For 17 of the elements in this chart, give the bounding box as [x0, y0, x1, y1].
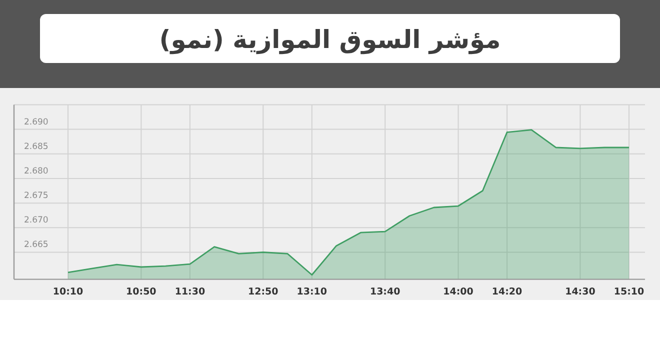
x-tick-label: 11:30 [174, 286, 206, 298]
x-tick-label: 10:10 [52, 286, 84, 298]
y-tick-label: 2.665 [24, 240, 48, 250]
x-tick-label: 14:00 [443, 286, 474, 298]
x-tick-label: 14:20 [492, 286, 523, 298]
x-tick-label: 13:40 [370, 286, 401, 298]
x-tick-label: 15:10 [614, 286, 645, 298]
y-tick-label: 2.685 [24, 142, 48, 152]
chart-title: مؤشر السوق الموازية (نمو) [159, 25, 501, 55]
y-tick-label: 2.680 [24, 166, 48, 176]
x-tick-label: 12:50 [248, 286, 279, 298]
x-tick-label: 10:50 [126, 286, 157, 298]
y-tick-label: 2.670 [24, 216, 48, 226]
x-tick-label: 13:10 [296, 286, 328, 298]
y-tick-label: 2.690 [24, 117, 48, 128]
y-tick-label: 2.675 [24, 191, 48, 202]
x-tick-label: 14:30 [565, 286, 596, 298]
